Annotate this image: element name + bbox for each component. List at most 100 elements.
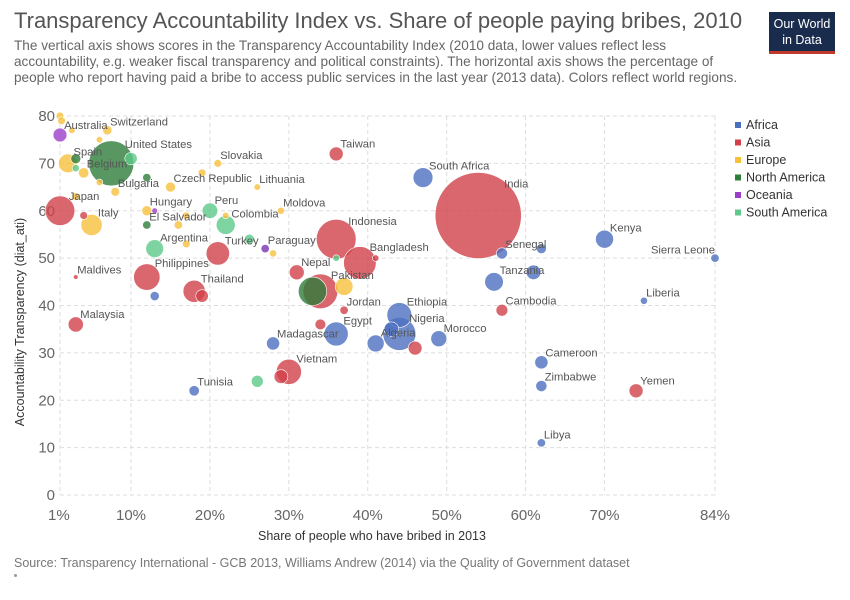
point-yemen[interactable] bbox=[628, 383, 644, 399]
point-unlabeled[interactable] bbox=[182, 239, 191, 249]
point-unlabeled[interactable] bbox=[525, 264, 542, 280]
point-morocco[interactable] bbox=[430, 330, 448, 347]
point-unlabeled[interactable] bbox=[250, 374, 264, 388]
legend-label[interactable]: South America bbox=[746, 206, 827, 220]
point-jordan[interactable] bbox=[339, 305, 349, 315]
point-unlabeled[interactable] bbox=[95, 136, 104, 144]
legend-label[interactable]: Oceania bbox=[746, 188, 793, 202]
point-lithuania[interactable] bbox=[253, 183, 261, 191]
point-unlabeled[interactable] bbox=[383, 321, 400, 337]
point-label: Jordan bbox=[347, 297, 381, 309]
point-label: Maldives bbox=[77, 265, 122, 277]
point-unlabeled[interactable] bbox=[298, 276, 328, 306]
point-egypt[interactable] bbox=[323, 321, 349, 347]
point-unlabeled[interactable] bbox=[372, 254, 380, 262]
point-turkey[interactable] bbox=[205, 241, 230, 266]
point-unlabeled[interactable] bbox=[71, 164, 80, 173]
point-unlabeled[interactable] bbox=[195, 289, 209, 303]
point-unlabeled[interactable] bbox=[70, 153, 82, 164]
point-unlabeled[interactable] bbox=[173, 220, 183, 230]
point-unlabeled[interactable] bbox=[334, 277, 354, 296]
point-bulgaria[interactable] bbox=[110, 187, 120, 197]
point-south-africa[interactable] bbox=[412, 167, 434, 188]
point-unlabeled[interactable] bbox=[222, 211, 230, 220]
point-labels: India Australia Switzerland United States Sp… bbox=[64, 116, 715, 441]
point-madagascar[interactable] bbox=[266, 336, 280, 351]
point-liberia[interactable] bbox=[640, 296, 648, 305]
point-ethiopia[interactable] bbox=[386, 302, 413, 328]
point-australia[interactable] bbox=[52, 127, 68, 143]
point-unlabeled[interactable] bbox=[407, 340, 423, 356]
legend: Africa Asia Europe North America Oceania Sout… bbox=[735, 118, 827, 220]
point-label: Cambodia bbox=[506, 296, 558, 308]
point-unlabeled[interactable] bbox=[68, 126, 76, 134]
point-label: Switzerland bbox=[110, 116, 168, 128]
point-sierra-leone[interactable] bbox=[710, 253, 720, 263]
point-label: Sierra Leone bbox=[651, 245, 715, 257]
point-label: Indonesia bbox=[348, 216, 397, 228]
point-taiwan[interactable] bbox=[328, 146, 344, 162]
chart-subtitle: The vertical axis shows scores in the Tr… bbox=[14, 38, 738, 85]
point-italy[interactable] bbox=[80, 214, 103, 236]
point-japan[interactable] bbox=[44, 195, 76, 226]
legend-swatch bbox=[735, 139, 741, 146]
point-moldova[interactable] bbox=[277, 206, 285, 215]
point-czech-republic[interactable] bbox=[165, 181, 176, 193]
point-senegal[interactable] bbox=[496, 247, 508, 260]
point-libya[interactable] bbox=[536, 438, 546, 448]
point-tanzania[interactable] bbox=[484, 272, 504, 292]
point-unlabeled[interactable] bbox=[151, 207, 158, 214]
point-malaysia[interactable] bbox=[67, 316, 84, 333]
point-unlabeled[interactable] bbox=[536, 243, 547, 254]
point-unlabeled[interactable] bbox=[57, 116, 66, 125]
point-philippines[interactable] bbox=[133, 263, 161, 291]
point-label: Belgium bbox=[87, 159, 127, 171]
legend-label[interactable]: Europe bbox=[746, 153, 786, 167]
point-cameroon[interactable] bbox=[534, 355, 549, 370]
point-unlabeled[interactable] bbox=[182, 211, 191, 220]
point-india[interactable] bbox=[434, 172, 522, 259]
point-maldives[interactable] bbox=[73, 274, 79, 280]
point-slovakia[interactable] bbox=[213, 159, 223, 168]
point-unlabeled[interactable] bbox=[149, 291, 160, 301]
point-switzerland[interactable] bbox=[102, 125, 113, 136]
point-unlabeled[interactable] bbox=[332, 254, 340, 262]
y-tick-label: 40 bbox=[38, 298, 55, 315]
point-unlabeled[interactable] bbox=[197, 168, 207, 178]
legend-label[interactable]: North America bbox=[746, 171, 825, 185]
owid-logo[interactable]: Our World in Data bbox=[769, 12, 835, 54]
point-el-salvador[interactable] bbox=[142, 220, 152, 230]
point-unlabeled[interactable] bbox=[244, 233, 255, 245]
point-unlabeled[interactable] bbox=[79, 211, 88, 220]
point-argentina[interactable] bbox=[145, 239, 164, 258]
y-tick-label: 30 bbox=[38, 345, 55, 362]
y-tick-label: 10 bbox=[38, 440, 55, 457]
grid-lines bbox=[59, 115, 716, 496]
logo-line-1: Our World bbox=[773, 17, 831, 31]
legend-label[interactable]: Asia bbox=[746, 136, 770, 150]
legend-swatch bbox=[735, 209, 741, 216]
point-unlabeled[interactable] bbox=[124, 152, 138, 166]
point-bangladesh[interactable] bbox=[343, 246, 377, 280]
point-peru[interactable] bbox=[201, 202, 219, 219]
point-unlabeled[interactable] bbox=[314, 318, 327, 331]
point-unlabeled[interactable] bbox=[142, 173, 152, 183]
point-unlabeled[interactable] bbox=[260, 244, 270, 254]
point-belgium[interactable] bbox=[78, 167, 90, 179]
point-unlabeled[interactable] bbox=[95, 178, 104, 186]
legend-label[interactable]: Africa bbox=[746, 118, 778, 132]
point-kenya[interactable] bbox=[595, 229, 614, 249]
point-unlabeled[interactable] bbox=[269, 249, 277, 258]
y-axis-ticks: 01020304050607080 bbox=[38, 108, 55, 504]
point-tunisia[interactable] bbox=[188, 385, 200, 397]
x-tick-label: 1% bbox=[48, 507, 70, 524]
point-zimbabwe[interactable] bbox=[535, 380, 548, 392]
point-unlabeled[interactable] bbox=[273, 369, 289, 384]
point-unlabeled[interactable] bbox=[71, 192, 80, 201]
point-nepal[interactable] bbox=[288, 264, 305, 281]
point-cambodia[interactable] bbox=[495, 304, 509, 317]
point-label: Tunisia bbox=[197, 377, 233, 389]
footer-dot bbox=[14, 574, 17, 577]
point-algeria[interactable] bbox=[366, 334, 385, 353]
